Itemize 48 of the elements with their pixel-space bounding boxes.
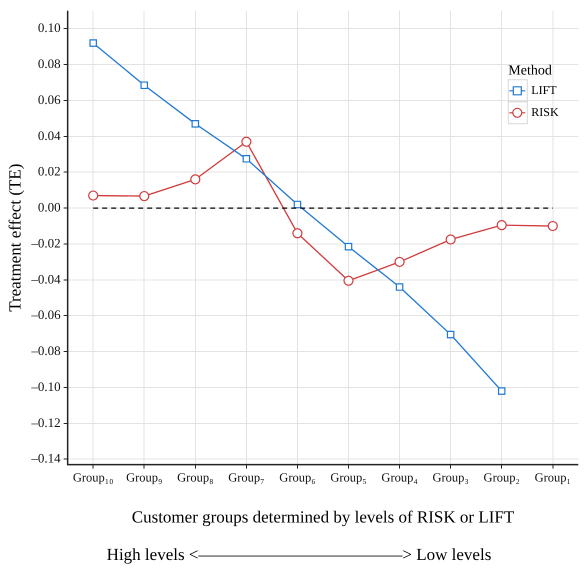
legend-label: LIFT [531,82,558,97]
point [88,190,98,201]
point [89,39,97,47]
point [498,387,506,395]
point [190,174,200,185]
y-axis-title: Treatment effect (TE) [6,164,25,312]
x-tick-label: Group₉ [126,470,162,484]
x-tick-label: Group₆ [279,470,316,484]
legend-label: RISK [531,104,559,119]
y-tick-label: 0.02 [38,164,61,179]
point [140,81,148,90]
y-tick-label: –0.04 [30,271,62,286]
x-tick-label: Group₁ [534,470,571,484]
point [241,136,252,147]
y-tick-label: 0.08 [38,56,61,72]
point [343,276,354,286]
point [292,228,303,238]
y-tick-label: 0.00 [38,200,61,215]
text: High levels <––––––––––––––––––––––––> Low levels [106,545,492,564]
point [446,234,456,245]
y-tick-label: –0.10 [30,378,61,394]
x-tick-label: Group₈ [177,470,214,484]
point [344,242,352,250]
x-tick-label: Group₅ [330,470,367,484]
point [446,330,454,338]
y-tick-label: 0.06 [38,92,62,107]
x-tick-label: Group₄ [381,470,418,484]
point [192,120,200,128]
y-tick-label: –0.06 [30,307,62,322]
point [396,283,404,291]
point [294,200,302,208]
point [242,154,250,163]
y-tick-label: –0.02 [30,235,61,250]
y-tick-label: 0.04 [38,128,62,143]
point [496,220,507,230]
point [139,190,150,202]
x-tick-label: Group₇ [228,470,265,484]
point [548,220,558,232]
x-tick-label: Group₁₀ [72,470,114,484]
legend-title: Method [508,63,552,78]
point [394,256,405,268]
x-axis-title: Customer groups determined by levels of RISK or LIFT [132,507,515,526]
y-tick-label: –0.12 [30,414,61,430]
y-tick-label: –0.14 [30,450,62,466]
y-tick-label: 0.10 [38,20,61,36]
x-tick-label: Group₃ [432,470,469,484]
x-tick-label: Group₂ [484,470,520,484]
y-tick-label: –0.08 [30,343,61,358]
